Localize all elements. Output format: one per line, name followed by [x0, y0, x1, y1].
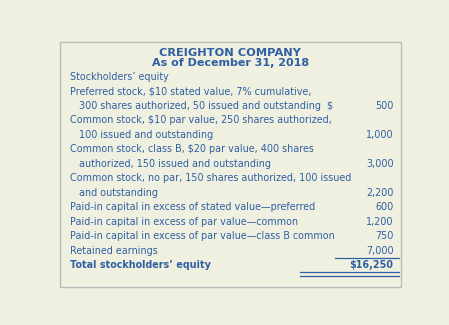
- Text: 600: 600: [375, 202, 394, 212]
- Text: Paid-in capital in excess of par value—common: Paid-in capital in excess of par value—c…: [70, 217, 298, 227]
- Text: 1,200: 1,200: [366, 217, 394, 227]
- Text: Preferred stock, $10 stated value, 7% cumulative,: Preferred stock, $10 stated value, 7% cu…: [70, 86, 312, 96]
- Text: 500: 500: [375, 100, 394, 110]
- Text: Common stock, $10 par value, 250 shares authorized,: Common stock, $10 par value, 250 shares …: [70, 115, 332, 125]
- Text: and outstanding: and outstanding: [70, 188, 158, 198]
- Text: Retained earnings: Retained earnings: [70, 246, 158, 256]
- Text: Paid-in capital in excess of par value—class B common: Paid-in capital in excess of par value—c…: [70, 231, 335, 241]
- Text: Common stock, class B, $20 par value, 400 shares: Common stock, class B, $20 par value, 40…: [70, 144, 314, 154]
- Text: 7,000: 7,000: [366, 246, 394, 256]
- Text: 1,000: 1,000: [366, 130, 394, 140]
- Text: $16,250: $16,250: [350, 260, 394, 270]
- Text: As of December 31, 2018: As of December 31, 2018: [152, 58, 308, 68]
- Text: Total stockholders’ equity: Total stockholders’ equity: [70, 260, 211, 270]
- Text: 3,000: 3,000: [366, 159, 394, 169]
- Text: 300 shares authorized, 50 issued and outstanding: 300 shares authorized, 50 issued and out…: [70, 100, 321, 110]
- Text: Paid-in capital in excess of stated value—preferred: Paid-in capital in excess of stated valu…: [70, 202, 315, 212]
- Text: 2,200: 2,200: [366, 188, 394, 198]
- Text: authorized, 150 issued and outstanding: authorized, 150 issued and outstanding: [70, 159, 271, 169]
- Text: Common stock, no par, 150 shares authorized, 100 issued: Common stock, no par, 150 shares authori…: [70, 173, 352, 183]
- FancyBboxPatch shape: [60, 42, 401, 287]
- Text: 100 issued and outstanding: 100 issued and outstanding: [70, 130, 213, 140]
- Text: Stockholders’ equity: Stockholders’ equity: [70, 72, 169, 82]
- Text: $: $: [326, 100, 332, 110]
- Text: CREIGHTON COMPANY: CREIGHTON COMPANY: [159, 48, 301, 58]
- Text: 750: 750: [375, 231, 394, 241]
